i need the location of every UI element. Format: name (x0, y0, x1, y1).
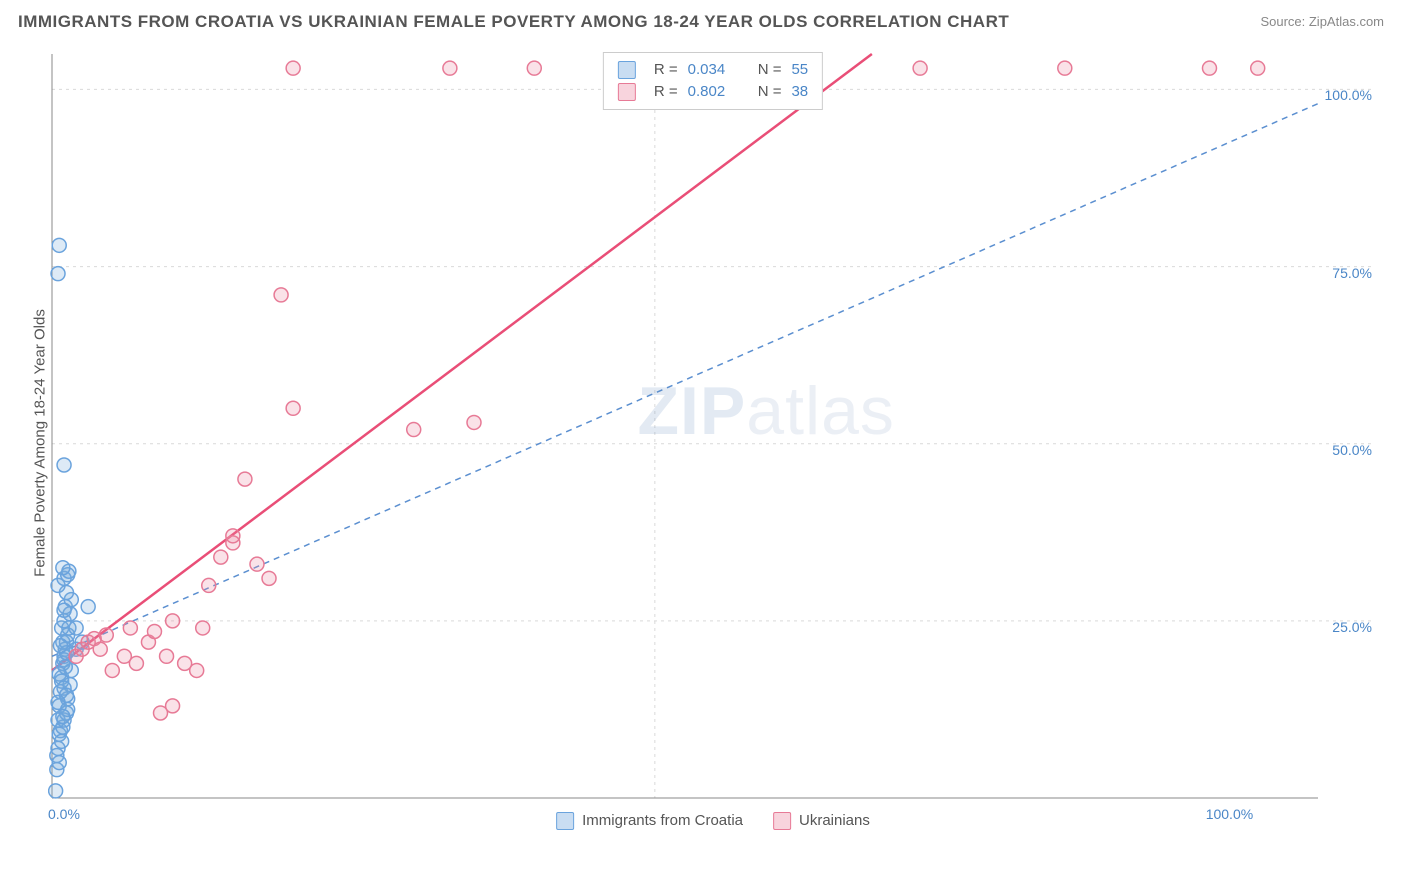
axis-tick-label: 25.0% (1332, 619, 1372, 635)
axis-tick-label: 75.0% (1332, 265, 1372, 281)
series-legend-label: Immigrants from Croatia (582, 812, 743, 829)
series-legend-item: Immigrants from Croatia (556, 812, 743, 830)
r-value: 0.802 (688, 81, 726, 103)
correlation-legend: R = 0.034 N = 55R = 0.802 N = 38 (603, 52, 823, 110)
n-value: 55 (791, 59, 808, 81)
legend-swatch (556, 812, 574, 830)
chart-title: IMMIGRANTS FROM CROATIA VS UKRAINIAN FEM… (18, 12, 1009, 32)
chart-area: Female Poverty Among 18-24 Year Olds R =… (48, 48, 1378, 838)
series-legend: Immigrants from Croatia Ukrainians (556, 812, 870, 830)
axis-tick-label: 50.0% (1332, 442, 1372, 458)
series-legend-item: Ukrainians (773, 812, 870, 830)
r-value: 0.034 (688, 59, 726, 81)
correlation-legend-row: R = 0.034 N = 55 (618, 59, 808, 81)
n-value: 38 (791, 81, 808, 103)
legend-swatch (618, 83, 636, 101)
y-axis-label: Female Poverty Among 18-24 Year Olds (32, 309, 49, 577)
legend-swatch (773, 812, 791, 830)
legend-swatch (618, 61, 636, 79)
correlation-legend-row: R = 0.802 N = 38 (618, 81, 808, 103)
axis-tick-label: 100.0% (1325, 87, 1372, 103)
axis-tick-label: 0.0% (48, 806, 80, 822)
source-attribution: Source: ZipAtlas.com (1260, 14, 1384, 29)
n-label: N = (758, 59, 782, 81)
series-legend-label: Ukrainians (799, 812, 870, 829)
axis-tick-label: 100.0% (1206, 806, 1253, 822)
r-label: R = (654, 59, 678, 81)
scatter-plot (48, 48, 1378, 838)
r-label: R = (654, 81, 678, 103)
n-label: N = (758, 81, 782, 103)
